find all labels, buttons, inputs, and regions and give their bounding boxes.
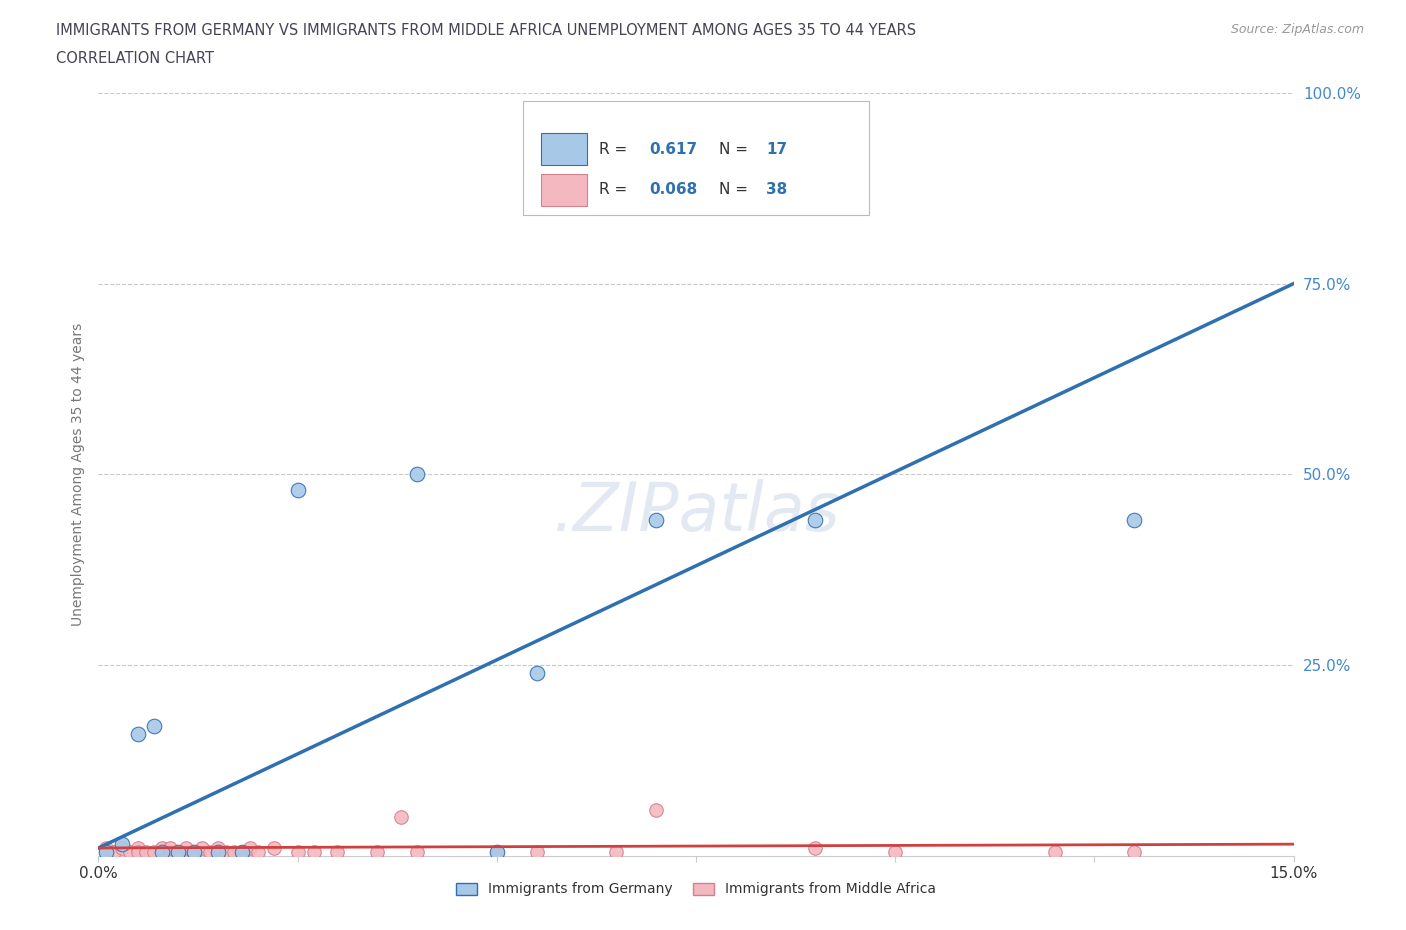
Point xyxy=(246,844,269,859)
Point xyxy=(526,844,548,859)
Text: 17: 17 xyxy=(766,141,787,157)
FancyBboxPatch shape xyxy=(523,100,869,215)
Text: 0.068: 0.068 xyxy=(650,182,697,197)
Point xyxy=(222,844,245,859)
Point xyxy=(804,841,827,856)
Point xyxy=(167,844,190,859)
Text: 38: 38 xyxy=(766,182,787,197)
Point xyxy=(96,844,118,859)
Point xyxy=(263,841,285,856)
Point xyxy=(174,841,197,856)
Point xyxy=(159,841,181,856)
Point xyxy=(389,810,412,825)
Point xyxy=(1043,844,1066,859)
Point xyxy=(198,844,221,859)
Point xyxy=(645,803,668,817)
Point xyxy=(207,841,229,856)
Point xyxy=(150,841,173,856)
Point xyxy=(96,841,118,856)
Text: R =: R = xyxy=(599,141,633,157)
Point xyxy=(1123,844,1146,859)
Text: N =: N = xyxy=(718,141,752,157)
Point xyxy=(231,844,253,859)
Point xyxy=(302,844,325,859)
Y-axis label: Unemployment Among Ages 35 to 44 years: Unemployment Among Ages 35 to 44 years xyxy=(70,323,84,626)
Point xyxy=(231,844,253,859)
Point xyxy=(485,844,508,859)
FancyBboxPatch shape xyxy=(541,174,588,206)
Point xyxy=(406,467,429,482)
Point xyxy=(167,844,190,859)
Point xyxy=(287,482,309,497)
Point xyxy=(135,844,157,859)
Point xyxy=(326,844,349,859)
Text: R =: R = xyxy=(599,182,633,197)
Text: IMMIGRANTS FROM GERMANY VS IMMIGRANTS FROM MIDDLE AFRICA UNEMPLOYMENT AMONG AGES: IMMIGRANTS FROM GERMANY VS IMMIGRANTS FR… xyxy=(56,23,917,38)
Point xyxy=(143,844,166,859)
Point xyxy=(111,837,134,852)
Point xyxy=(207,844,229,859)
Point xyxy=(183,844,205,859)
Point xyxy=(287,844,309,859)
Point xyxy=(685,200,707,215)
Text: CORRELATION CHART: CORRELATION CHART xyxy=(56,51,214,66)
Point xyxy=(366,844,388,859)
Text: .ZIPatlas: .ZIPatlas xyxy=(553,480,839,545)
Point xyxy=(111,841,134,856)
Point xyxy=(645,512,668,527)
Point xyxy=(884,844,907,859)
Point xyxy=(1123,512,1146,527)
Point xyxy=(239,841,262,856)
Point xyxy=(605,844,627,859)
Point xyxy=(804,512,827,527)
Point xyxy=(183,844,205,859)
Text: 0.617: 0.617 xyxy=(650,141,697,157)
Text: N =: N = xyxy=(718,182,752,197)
Point xyxy=(127,726,149,741)
Point xyxy=(406,844,429,859)
Point xyxy=(150,844,173,859)
Point xyxy=(215,844,238,859)
Point xyxy=(103,844,125,859)
Point xyxy=(143,719,166,734)
Point xyxy=(191,841,214,856)
Text: Source: ZipAtlas.com: Source: ZipAtlas.com xyxy=(1230,23,1364,36)
Point xyxy=(127,841,149,856)
Point xyxy=(526,665,548,680)
Point xyxy=(96,844,118,859)
Point xyxy=(127,844,149,859)
Legend: Immigrants from Germany, Immigrants from Middle Africa: Immigrants from Germany, Immigrants from… xyxy=(450,877,942,902)
Point xyxy=(485,844,508,859)
FancyBboxPatch shape xyxy=(541,133,588,166)
Point xyxy=(120,844,142,859)
Point xyxy=(159,844,181,859)
